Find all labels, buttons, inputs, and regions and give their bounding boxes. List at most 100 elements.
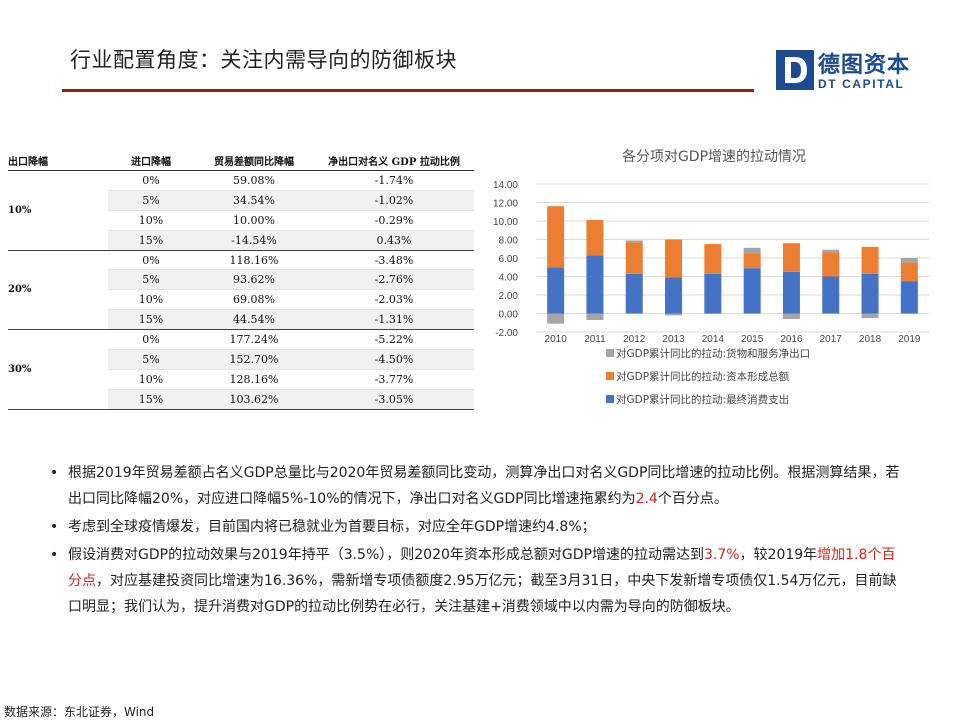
y-tick-label: -2.00 bbox=[495, 328, 518, 339]
bullet-item: • 考虑到全球疫情爆发，目前国内将已稳就业为首要目标，对应全年GDP增速约4.8%… bbox=[50, 514, 906, 540]
table-row: 5% 152.70% -4.50% bbox=[8, 349, 474, 370]
legend-swatch bbox=[606, 372, 614, 380]
x-tick-label: 2012 bbox=[623, 334, 646, 345]
legend-swatch bbox=[606, 395, 614, 403]
trade-balance-drop-cell: 69.08% bbox=[194, 289, 314, 311]
y-tick-label: 0.00 bbox=[499, 310, 519, 321]
net-export-contribution-cell: -5.22% bbox=[314, 329, 474, 351]
bar-segment bbox=[900, 258, 918, 263]
table-row: 15% 44.54% -1.31% bbox=[8, 309, 474, 331]
chart-title: 各分项对GDP增速的拉动情况 bbox=[621, 149, 807, 165]
trade-balance-drop-cell: 128.16% bbox=[194, 369, 314, 390]
bar-segment bbox=[861, 273, 879, 314]
logo-text-cn: 德图资本 bbox=[818, 53, 911, 78]
bullet-item: • 根据2019年贸易差额占名义GDP总量比与2020年贸易差额同比变动，测算净出… bbox=[50, 460, 906, 512]
trade-balance-drop-cell: 177.24% bbox=[194, 329, 314, 351]
net-export-contribution-cell: -4.50% bbox=[314, 349, 474, 370]
x-tick-label: 2013 bbox=[662, 334, 685, 345]
bar-segment bbox=[822, 252, 840, 277]
bullet-dot-icon: • bbox=[50, 519, 59, 535]
bar-segment bbox=[900, 262, 918, 282]
legend-label: 对GDP累计同比的拉动:最终消费支出 bbox=[616, 393, 789, 406]
title-divider bbox=[62, 89, 754, 92]
net-export-contribution-cell: -1.31% bbox=[314, 309, 474, 331]
bar-segment bbox=[743, 253, 761, 269]
bar-segment bbox=[625, 242, 643, 274]
table-body: 10% 0% 59.08% -1.74% 5% 34.54% -1.02% 10% 10.00%… bbox=[8, 170, 474, 410]
bar-segment bbox=[665, 277, 683, 314]
page-title: 行业配置角度：关注内需导向的防御板块 bbox=[70, 48, 457, 72]
net-export-contribution-cell: -3.48% bbox=[314, 250, 474, 271]
net-export-contribution-cell: -2.76% bbox=[314, 269, 474, 291]
bar-segment bbox=[704, 244, 722, 274]
bullet-text: ，较2019年 bbox=[739, 547, 818, 563]
bar-segment bbox=[822, 249, 840, 253]
trade-balance-drop-cell: 34.54% bbox=[194, 190, 314, 211]
bullet-item: • 假设消费对GDP的拉动效果与2019年持平（3.5%），则2020年资本形成总… bbox=[50, 542, 906, 620]
col-header-import-drop: 进口降幅 bbox=[108, 150, 194, 171]
bar-segment bbox=[782, 313, 800, 320]
import-drop-cell: 15% bbox=[108, 389, 194, 410]
trade-balance-drop-cell: 93.62% bbox=[194, 269, 314, 291]
import-drop-cell: 15% bbox=[108, 309, 194, 331]
export-import-table: 出口降幅 进口降幅 贸易差额同比降幅 净出口对名义 GDP 拉动比例 10% 0%… bbox=[8, 150, 474, 410]
export-drop-group-label: 10% bbox=[8, 170, 108, 251]
table-row: 10% 0% 59.08% -1.74% bbox=[8, 170, 474, 251]
table-row: 10% 10.00% -0.29% bbox=[8, 210, 474, 231]
bar-segment bbox=[547, 313, 565, 324]
bar-segment bbox=[782, 243, 800, 272]
net-export-contribution-cell: -1.74% bbox=[314, 170, 474, 191]
x-tick-label: 2017 bbox=[820, 334, 843, 345]
bar-segment bbox=[861, 246, 879, 274]
y-tick-label: 2.00 bbox=[499, 291, 519, 302]
net-export-contribution-cell: -3.77% bbox=[314, 369, 474, 390]
table-row: 30% 0% 177.24% -5.22% bbox=[8, 329, 474, 410]
bar-segment bbox=[625, 273, 643, 314]
import-drop-cell: 15% bbox=[108, 230, 194, 251]
bullet-text: ，对应基建投资同比增速为16.36%，需新增专项债额度2.95万亿元；截至3月3… bbox=[68, 573, 897, 615]
bar-segment bbox=[586, 313, 604, 320]
trade-balance-drop-cell: 44.54% bbox=[194, 309, 314, 331]
bar-segment bbox=[586, 255, 604, 314]
table-row: 5% 93.62% -2.76% bbox=[8, 269, 474, 291]
net-export-contribution-cell: -2.03% bbox=[314, 289, 474, 311]
trade-balance-drop-cell: 152.70% bbox=[194, 349, 314, 370]
logo-text-en: DT CAPITAL bbox=[818, 77, 905, 91]
bullet-text: 考虑到全球疫情爆发，目前国内将已稳就业为首要目标，对应全年GDP增速约4.8%； bbox=[68, 519, 596, 535]
bar-segment bbox=[547, 267, 565, 314]
y-tick-label: 8.00 bbox=[499, 236, 519, 247]
net-export-contribution-cell: -3.05% bbox=[314, 389, 474, 410]
import-drop-cell: 5% bbox=[108, 269, 194, 291]
x-tick-label: 2018 bbox=[859, 334, 882, 345]
import-drop-cell: 5% bbox=[108, 190, 194, 211]
export-drop-group-label: 30% bbox=[8, 329, 108, 410]
table-row: 20% 0% 118.16% -3.48% bbox=[8, 250, 474, 331]
table-row: 10% 128.16% -3.77% bbox=[8, 369, 474, 390]
import-drop-cell: 0% bbox=[108, 329, 194, 351]
bar-segment bbox=[743, 268, 761, 314]
analysis-bullets: • 根据2019年贸易差额占名义GDP总量比与2020年贸易差额同比变动，测算净出… bbox=[50, 460, 906, 622]
highlight-text: 3.7% bbox=[703, 547, 740, 563]
table-row: 10% 69.08% -2.03% bbox=[8, 289, 474, 311]
table-header-row: 出口降幅 进口降幅 贸易差额同比降幅 净出口对名义 GDP 拉动比例 bbox=[8, 150, 474, 171]
import-drop-cell: 0% bbox=[108, 170, 194, 191]
import-drop-cell: 10% bbox=[108, 289, 194, 311]
table-row: 5% 34.54% -1.02% bbox=[8, 190, 474, 211]
import-drop-cell: 10% bbox=[108, 369, 194, 390]
y-tick-label: 14.00 bbox=[493, 180, 518, 191]
x-tick-label: 2011 bbox=[584, 334, 606, 345]
bar-segment bbox=[547, 206, 565, 268]
highlight-text: 2.4 bbox=[635, 491, 658, 507]
legend-swatch bbox=[606, 349, 614, 357]
legend-label: 对GDP累计同比的拉动:货物和服务净出口 bbox=[616, 347, 810, 360]
bullet-text: 根据2019年贸易差额占名义GDP总量比与2020年贸易差额同比变动，测算净出口… bbox=[68, 465, 900, 507]
table-row: 15% -14.54% 0.43% bbox=[8, 230, 474, 251]
y-tick-label: 6.00 bbox=[499, 254, 519, 265]
col-header-trade-balance-drop: 贸易差额同比降幅 bbox=[194, 150, 314, 171]
bar-segment bbox=[665, 239, 683, 278]
logo-mark-icon bbox=[776, 50, 814, 90]
x-tick-label: 2010 bbox=[545, 334, 568, 345]
bar-segment bbox=[586, 220, 604, 256]
bar-segment bbox=[743, 247, 761, 254]
net-export-contribution-cell: -0.29% bbox=[314, 210, 474, 231]
